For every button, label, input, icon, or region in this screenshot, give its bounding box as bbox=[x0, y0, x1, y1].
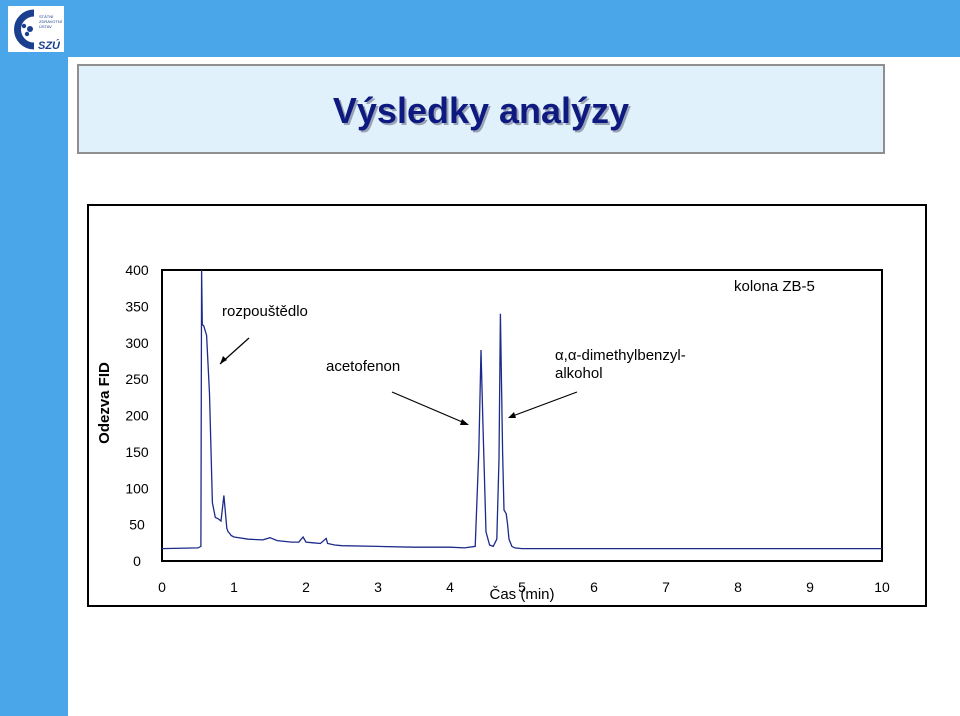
y-tick-label: 200 bbox=[125, 408, 149, 424]
x-tick-label: 10 bbox=[874, 579, 890, 595]
y-tick-label: 100 bbox=[125, 480, 149, 496]
y-tick-label: 350 bbox=[125, 298, 149, 314]
logo-mark: SZÚ bbox=[38, 40, 60, 52]
annotation-alcohol-line1: α,α-dimethylbenzyl- bbox=[555, 347, 686, 364]
y-tick-label: 50 bbox=[129, 517, 145, 533]
szu-logo: STÁTNÍ ZDRAVOTNÍ ÚSTAV SZÚ bbox=[8, 6, 64, 52]
annotation-column: kolona ZB-5 bbox=[734, 278, 815, 295]
title-box: Výsledky analýzy bbox=[77, 64, 885, 154]
logo-line-2: ZDRAVOTNÍ bbox=[39, 19, 62, 24]
x-tick-label: 9 bbox=[806, 579, 814, 595]
logo-line-1: STÁTNÍ bbox=[39, 14, 54, 19]
x-tick-label: 4 bbox=[446, 579, 454, 595]
y-axis-label: Odezva FID bbox=[96, 362, 113, 444]
x-tick-label: 5 bbox=[518, 579, 526, 595]
top-banner bbox=[0, 0, 960, 57]
arrow-solvent-head bbox=[220, 356, 227, 364]
y-tick-label: 150 bbox=[125, 444, 149, 460]
y-tick-label: 250 bbox=[125, 371, 149, 387]
y-tick-label: 0 bbox=[133, 553, 141, 569]
arrow-alcohol-head bbox=[508, 412, 516, 418]
arrow-alcohol bbox=[509, 391, 578, 418]
x-tick-label: 3 bbox=[374, 579, 382, 595]
chromatogram-trace bbox=[161, 269, 882, 550]
chart-frame: 0 50 100 150 200 250 300 350 400 0 1 2 3 4 5 6 7 8 9 10 Od… bbox=[87, 204, 927, 607]
arrow-acetofenon bbox=[391, 391, 468, 425]
annotation-solvent: rozpouštědlo bbox=[222, 303, 308, 320]
y-tick-label: 300 bbox=[125, 335, 149, 351]
x-tick-label: 6 bbox=[590, 579, 598, 595]
page-title: Výsledky analýzy bbox=[332, 90, 630, 131]
logo-line-3: ÚSTAV bbox=[39, 24, 52, 29]
annotation-alcohol-line2: alkohol bbox=[555, 365, 603, 382]
x-tick-label: 2 bbox=[302, 579, 310, 595]
plot-area bbox=[161, 269, 883, 562]
x-tick-label: 1 bbox=[230, 579, 238, 595]
x-axis-label: Čas (min) bbox=[489, 586, 554, 603]
left-banner bbox=[0, 0, 68, 716]
arrow-acetofenon-head bbox=[460, 419, 469, 425]
y-tick-label: 400 bbox=[125, 262, 149, 278]
x-tick-label: 0 bbox=[158, 579, 166, 595]
x-tick-label: 7 bbox=[662, 579, 670, 595]
x-tick-label: 8 bbox=[734, 579, 742, 595]
logo-graphic bbox=[14, 9, 35, 50]
annotation-acetofenon: acetofenon bbox=[326, 358, 400, 375]
chromatogram-chart: 0 50 100 150 200 250 300 350 400 0 1 2 3 4 5 6 7 8 9 10 Od… bbox=[96, 262, 890, 603]
